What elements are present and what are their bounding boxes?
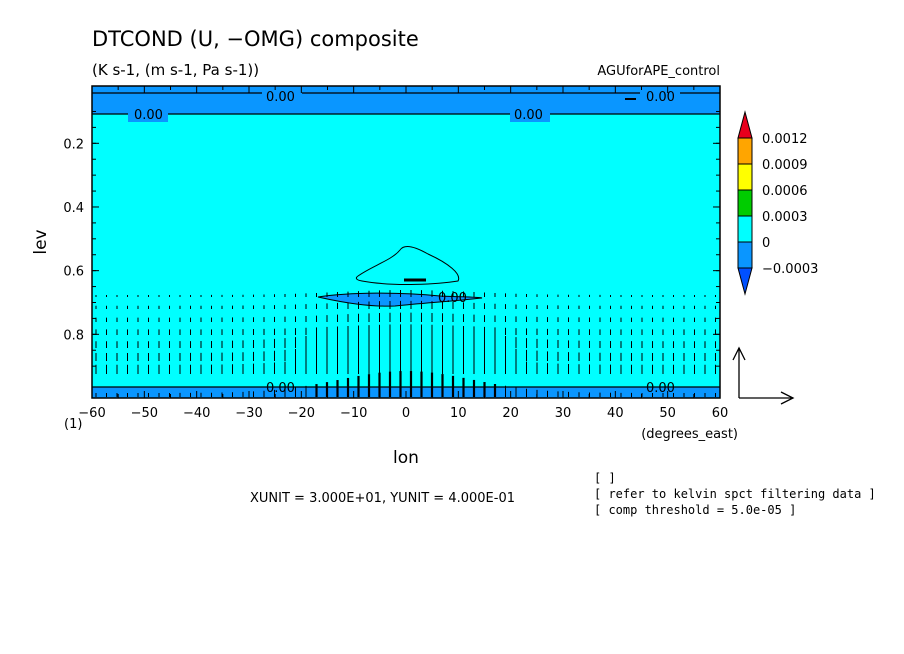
x-tick-label: 40 [607,406,624,421]
vector-field [95,290,716,397]
note-line: [ refer to kelvin spct filtering data ] [594,487,876,501]
x-tick-label: 50 [659,406,676,421]
colorbar-box [737,241,753,269]
contour-label: 0.00 [134,108,163,123]
x-axis-label: lon [393,448,419,468]
contour-label: 0.00 [646,90,675,105]
positive-contour-mid [355,246,460,285]
x-tick-label: 20 [502,406,519,421]
chart-title: DTCOND (U, −OMG) composite [92,27,419,51]
x-tick-label: −50 [131,406,158,421]
colorbar-label: −0.0003 [762,262,818,277]
note-line: [ comp threshold = 5.0e-05 ] [594,503,796,517]
colorbar-label: 0.0006 [762,184,808,199]
x-tick-label: −10 [340,406,367,421]
colorbar-top-triangle [737,110,753,139]
y-extra-tick: (1) [64,417,82,432]
y-tick-label: 0.4 [63,201,84,216]
chart-subtitle: (K s-1, (m s-1, Pa s-1)) [92,61,259,79]
contour-label: 0.00 [646,381,675,396]
contour-label: 0.00 [514,108,543,123]
y-tick-label: 0.6 [63,265,84,280]
y-tick-label: 0.2 [63,137,84,152]
colorbar-box [737,215,753,243]
colorbar-box [737,189,753,217]
colorbar-label: 0.0012 [762,132,808,147]
colorbar: 0.0012 0.0009 0.0006 0.0003 0 −0.0003 [737,110,818,296]
colorbar-label: 0.0009 [762,158,808,173]
note-line: [ ] [594,471,616,485]
x-tick-label: 60 [712,406,729,421]
colorbar-boxes [737,110,753,296]
x-tick-label: 30 [555,406,572,421]
x-tick-label: −20 [288,406,315,421]
y-axis-label: lev [31,229,51,254]
colorbar-bottom-triangle [737,267,753,296]
notes: [ ] [ refer to kelvin spct filtering dat… [594,471,876,517]
x-tick-label: −40 [183,406,210,421]
x-tick-label: 0 [402,406,410,421]
x-units-label: (degrees_east) [641,427,738,442]
contour-label: 0.00 [266,381,295,396]
contour-labels: 0.00 0.00 0.00 0.00 0.00 0.00 0.00 [128,89,680,396]
contour-label: 0.00 [438,291,467,306]
y-tick-label: 0.8 [63,328,84,343]
y-tick-labels: 0.2 0.4 0.6 0.8 [63,137,84,343]
colorbar-label: 0 [762,236,770,251]
colorbar-labels: 0.0012 0.0009 0.0006 0.0003 0 −0.0003 [762,132,818,277]
x-tick-label: −60 [78,406,105,421]
x-tick-labels: −60 −50 −40 −30 −20 −10 0 10 20 30 40 50 60 [78,406,728,421]
colorbar-box [737,137,753,165]
plot-background [92,86,720,398]
reference-vector [732,346,795,405]
colorbar-label: 0.0003 [762,210,808,225]
x-tick-label: −30 [235,406,262,421]
experiment-label: AGUforAPE_control [597,64,720,79]
x-tick-label: 10 [450,406,467,421]
colorbar-box [737,163,753,191]
vector-unit-text: XUNIT = 3.000E+01, YUNIT = 4.000E-01 [250,491,515,506]
plot-area: 0.00 0.00 0.00 0.00 0.00 0.00 0.00 [91,85,721,399]
axis-ticks [91,86,721,398]
contour-label: 0.00 [266,90,295,105]
